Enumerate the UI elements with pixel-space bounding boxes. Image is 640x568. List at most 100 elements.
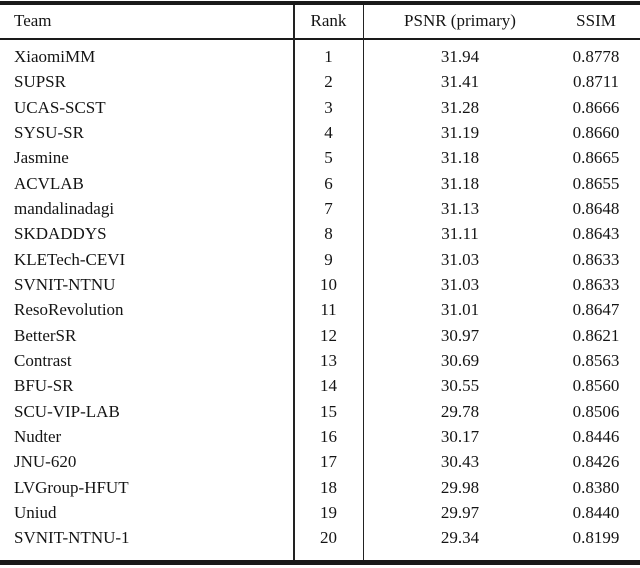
table-header-row: Team Rank PSNR (primary) SSIM [0, 4, 640, 38]
psnr-cell: 31.19 [440, 122, 480, 142]
rank-cell: 1 [324, 47, 333, 66]
table-row: mandalinadagi 7 31.13 0.8648 [0, 196, 640, 221]
table-row: BetterSR 12 30.97 0.8621 [0, 323, 640, 348]
column-divider-rank-psnr [362, 5, 364, 560]
team-cell: LVGroup-HFUT [14, 477, 129, 497]
team-cell: XiaomiMM [14, 47, 96, 66]
psnr-cell: 30.43 [440, 452, 480, 472]
rank-cell: 11 [320, 300, 337, 320]
psnr-cell: 31.94 [440, 47, 480, 66]
ssim-cell: 0.8426 [572, 452, 620, 472]
rank-cell: 3 [324, 97, 333, 117]
table-row: SYSU-SR 4 31.19 0.8660 [0, 120, 640, 145]
psnr-cell: 29.98 [440, 477, 480, 497]
rank-cell: 2 [324, 72, 333, 92]
team-cell: Nudter [14, 426, 62, 446]
col-header-psnr: PSNR (primary) [404, 11, 516, 30]
ssim-cell: 0.8647 [572, 300, 620, 320]
table-row: ACVLAB 6 31.18 0.8655 [0, 171, 640, 196]
team-cell: mandalinadagi [14, 198, 115, 218]
rank-cell: 18 [320, 477, 337, 497]
col-header-rank: Rank [310, 11, 347, 30]
team-cell: BetterSR [14, 325, 77, 345]
team-cell: Contrast [14, 350, 72, 370]
col-header-team: Team [14, 11, 52, 30]
ssim-cell: 0.8665 [572, 148, 620, 168]
table-row: BFU-SR 14 30.55 0.8560 [0, 373, 640, 398]
psnr-cell: 31.13 [440, 198, 480, 218]
table-row: ResoRevolution 11 31.01 0.8647 [0, 297, 640, 322]
psnr-cell: 30.55 [440, 376, 480, 396]
ssim-cell: 0.8711 [572, 72, 620, 92]
table-row: Nudter 16 30.17 0.8446 [0, 424, 640, 449]
rank-cell: 19 [320, 502, 337, 522]
table-row: LVGroup-HFUT 18 29.98 0.8380 [0, 475, 640, 500]
ssim-cell: 0.8660 [572, 122, 620, 142]
ssim-cell: 0.8621 [572, 325, 620, 345]
rank-cell: 7 [324, 198, 333, 218]
team-cell: SVNIT-NTNU [14, 274, 116, 294]
table-row: JNU-620 17 30.43 0.8426 [0, 449, 640, 474]
header-separator-rule [0, 38, 640, 40]
team-cell: SYSU-SR [14, 122, 84, 142]
team-cell: Uniud [14, 502, 57, 522]
ssim-cell: 0.8440 [572, 502, 620, 522]
rank-cell: 6 [324, 173, 333, 193]
table-row: UCAS-SCST 3 31.28 0.8666 [0, 95, 640, 120]
team-cell: BFU-SR [14, 376, 74, 396]
rank-cell: 16 [320, 426, 337, 446]
table-row: SVNIT-NTNU 10 31.03 0.8633 [0, 272, 640, 297]
table-bottom-rule [0, 560, 640, 565]
rank-cell: 20 [320, 528, 337, 548]
team-cell: SCU-VIP-LAB [14, 401, 120, 421]
rank-cell: 12 [320, 325, 337, 345]
psnr-cell: 29.97 [440, 502, 480, 522]
table-body: XiaomiMM 1 31.94 0.8778 SUPSR 2 31.41 0.… [0, 44, 640, 551]
psnr-cell: 31.18 [440, 173, 480, 193]
team-cell: KLETech-CEVI [14, 249, 126, 269]
psnr-cell: 30.17 [440, 426, 480, 446]
table-row: SKDADDYS 8 31.11 0.8643 [0, 221, 640, 246]
table-row: SVNIT-NTNU-1 20 29.34 0.8199 [0, 525, 640, 550]
rank-cell: 17 [320, 452, 337, 472]
ssim-cell: 0.8655 [572, 173, 620, 193]
psnr-cell: 31.18 [440, 148, 480, 168]
team-cell: SVNIT-NTNU-1 [14, 528, 130, 548]
rank-cell: 13 [320, 350, 337, 370]
ssim-cell: 0.8633 [572, 249, 620, 269]
ssim-cell: 0.8648 [572, 198, 620, 218]
table-row: KLETech-CEVI 9 31.03 0.8633 [0, 247, 640, 272]
psnr-cell: 30.97 [440, 325, 480, 345]
team-cell: ResoRevolution [14, 300, 124, 320]
ssim-cell: 0.8506 [572, 401, 620, 421]
team-cell: SUPSR [14, 72, 66, 92]
table-row: SUPSR 2 31.41 0.8711 [0, 69, 640, 94]
psnr-cell: 31.41 [440, 72, 480, 92]
rank-cell: 4 [324, 122, 333, 142]
col-header-ssim: SSIM [576, 11, 616, 30]
table-row: SCU-VIP-LAB 15 29.78 0.8506 [0, 399, 640, 424]
rank-cell: 9 [324, 249, 333, 269]
team-cell: JNU-620 [14, 452, 77, 472]
psnr-cell: 29.34 [440, 528, 480, 548]
ssim-cell: 0.8560 [572, 376, 620, 396]
ssim-cell: 0.8563 [572, 350, 620, 370]
ssim-cell: 0.8446 [572, 426, 620, 446]
table-top-rule [0, 1, 640, 5]
table-row: XiaomiMM 1 31.94 0.8778 [0, 44, 640, 69]
ssim-cell: 0.8199 [572, 528, 620, 548]
ssim-cell: 0.8666 [572, 97, 620, 117]
ssim-cell: 0.8380 [572, 477, 620, 497]
psnr-cell: 31.28 [440, 97, 480, 117]
psnr-cell: 29.78 [440, 401, 480, 421]
rank-cell: 14 [320, 376, 337, 396]
psnr-cell: 31.03 [440, 249, 480, 269]
column-divider-team-rank [293, 5, 295, 560]
rank-cell: 15 [320, 401, 337, 421]
psnr-cell: 31.03 [440, 274, 480, 294]
psnr-cell: 31.01 [440, 300, 480, 320]
table-row: Contrast 13 30.69 0.8563 [0, 348, 640, 373]
ssim-cell: 0.8633 [572, 274, 620, 294]
team-cell: UCAS-SCST [14, 97, 106, 117]
